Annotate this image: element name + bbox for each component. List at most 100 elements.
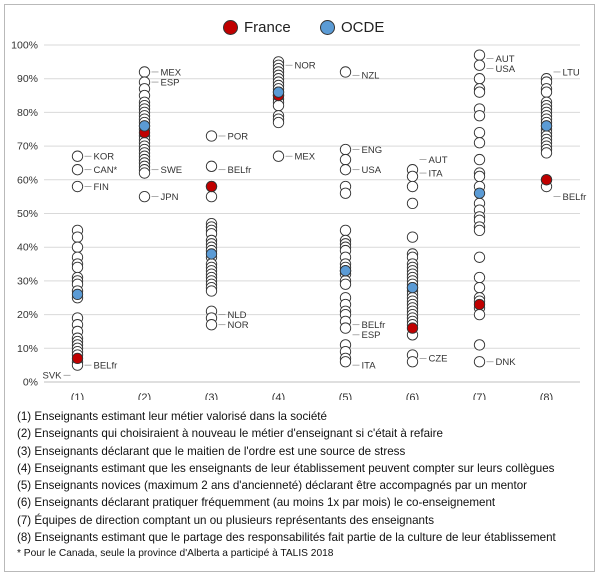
country-point [473,126,486,139]
oecd-marker-icon [320,20,335,35]
x-tick-label: (3) [205,392,218,400]
annotation-label: BELfr [563,192,587,203]
annotation-label: USA [362,165,382,176]
country-point [71,150,84,162]
country-point [473,153,486,166]
legend: France OCDE [0,19,600,43]
country-point [473,271,486,284]
country-point [473,356,486,368]
annotation-label: USA [496,64,516,75]
country-point [540,147,553,159]
oecd-point [540,120,553,132]
country-point [406,197,419,210]
figure-frame [4,4,595,572]
annotation-label: AUT [496,54,515,65]
france-point [71,352,84,365]
country-point [473,224,486,237]
annotation-label: CZE [429,354,448,365]
france-point [406,322,419,334]
y-tick-label: 80% [17,107,38,119]
x-tick-label: (1) [71,392,84,400]
country-point [339,153,352,166]
note-3: (3) Enseignants déclarant que le maitien… [17,444,406,458]
country-point [272,150,285,162]
annotation-label: BELfr [362,320,386,331]
country-point [406,356,419,368]
country-point [71,261,84,274]
country-point [138,167,151,179]
country-point [339,143,352,156]
country-point [71,231,84,243]
country-point [272,116,285,129]
y-tick-label: 10% [17,343,38,355]
annotation-label: ESP [362,330,381,341]
country-point [473,339,486,351]
annotation-label: NOR [228,320,249,331]
country-point [138,190,151,203]
y-tick-label: 70% [17,141,38,153]
country-point [205,130,218,142]
country-point [71,241,84,253]
note-8: (8) Enseignants estimant que le partage … [17,531,556,545]
y-tick-label: 40% [17,242,38,254]
annotation-label: SWE [161,165,183,176]
france-point [473,298,486,311]
legend-item-oecd: OCDE [320,19,384,36]
annotation-label: DNK [496,357,517,368]
oecd-point [71,288,84,301]
annotation-label: LTU [563,67,580,78]
annotation-label: NZL [362,71,380,82]
annotation-label: ITA [362,360,377,371]
france-point [540,174,553,186]
country-point [339,224,352,237]
legend-label-france: France [244,19,291,36]
oecd-point [138,120,151,132]
oecd-point [205,248,218,260]
country-point [473,308,486,321]
annotation-label: JPN [161,192,179,203]
y-tick-label: 30% [17,275,38,287]
annotation-label: ITA [429,168,444,179]
x-tick-label: (2) [138,392,151,400]
country-point [473,110,486,122]
oecd-point [473,187,486,199]
footnote: * Pour le Canada, seule la province d'Al… [17,548,334,559]
annotation-label: MEX [295,152,316,163]
note-2: (2) Enseignants qui choisiraient à nouve… [17,427,443,441]
x-tick-label: (6) [406,392,419,400]
annotation-label: NOR [295,61,316,72]
country-point [272,100,285,112]
country-point [205,285,218,297]
country-point [406,180,419,193]
annotation-label: AUT [429,155,448,166]
annotation-label: KOR [94,152,115,163]
annotation-label: MEX [161,67,182,78]
country-point [473,251,486,263]
country-point [473,170,486,183]
x-tick-label: (5) [339,392,352,400]
country-point [473,137,486,149]
annotation-label: ESP [161,77,180,88]
category-notes: (1) Enseignants estimant leur métier val… [17,408,556,546]
country-point [473,49,486,61]
country-point [406,170,419,183]
country-point [473,59,486,71]
x-tick-label: (7) [473,392,486,400]
country-point [71,164,84,176]
annotation-label: BELfr [228,165,252,176]
annotation-label: FIN [94,182,109,193]
y-tick-label: 50% [17,208,38,220]
y-tick-label: 0% [23,377,38,389]
legend-item-france: France [223,19,291,36]
country-point [473,281,486,294]
annotation-label: POR [228,131,249,142]
y-tick-label: 90% [17,73,38,85]
country-point [473,86,486,98]
country-point [71,180,84,193]
annotation-label: BELfr [94,360,118,371]
note-1: (1) Enseignants estimant leur métier val… [17,410,327,423]
country-point [540,86,553,98]
y-tick-label: 20% [17,309,38,321]
country-point [339,164,352,176]
x-tick-label: (4) [272,392,285,400]
